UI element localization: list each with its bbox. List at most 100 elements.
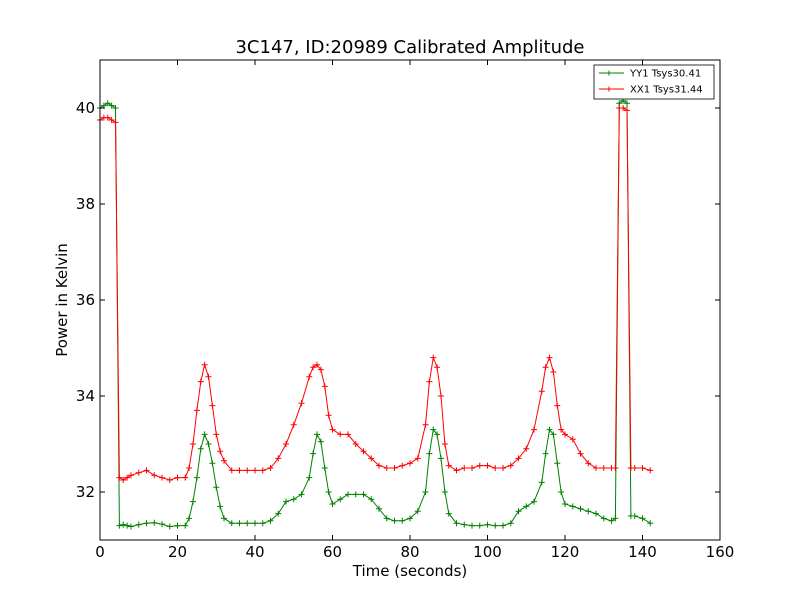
data-point: [283, 498, 289, 505]
data-point: [461, 465, 468, 471]
data-point: [422, 489, 429, 495]
legend-entry-xx1: XX1 Tsys31.44: [599, 85, 703, 96]
y-tick-label: 40: [76, 99, 95, 117]
data-point: [569, 503, 576, 510]
data-point: [445, 510, 452, 517]
data-point: [310, 450, 317, 457]
data-point: [337, 496, 344, 503]
chart-title: 3C147, ID:20989 Calibrated Amplitude: [235, 37, 584, 58]
data-point: [193, 474, 200, 481]
series-layer: [97, 97, 654, 530]
legend-entry-yy1: YY1 Tsys30.41: [599, 69, 701, 80]
data-point: [558, 426, 565, 433]
data-point: [426, 450, 433, 457]
data-point: [337, 431, 344, 438]
data-point: [383, 515, 390, 522]
data-point: [407, 460, 413, 467]
data-point: [128, 472, 134, 479]
data-point: [612, 465, 619, 471]
data-point: [546, 354, 553, 361]
data-point: [469, 522, 475, 529]
data-point: [112, 105, 119, 111]
y-tick-label: 32: [76, 483, 95, 501]
data-point: [124, 474, 131, 481]
data-point: [135, 521, 142, 528]
data-point: [298, 400, 305, 407]
data-point: [306, 373, 313, 380]
data-point: [221, 515, 227, 522]
data-point: [213, 484, 220, 491]
data-point: [593, 465, 599, 471]
data-point: [360, 491, 367, 498]
data-point: [213, 431, 220, 438]
data-point: [314, 431, 320, 438]
data-point: [546, 426, 553, 433]
data-point: [538, 388, 545, 395]
data-point: [531, 498, 537, 505]
x-tick-label: 100: [473, 543, 502, 561]
data-point: [120, 521, 127, 528]
data-point: [523, 503, 530, 510]
data-point: [376, 462, 382, 469]
data-point: [469, 465, 475, 471]
data-point: [391, 465, 398, 471]
data-point: [360, 448, 367, 455]
data-point: [376, 505, 382, 512]
data-point: [515, 455, 522, 462]
data-point: [310, 364, 317, 371]
x-tick-label: 160: [706, 543, 735, 561]
data-point: [631, 513, 638, 519]
data-point: [577, 450, 584, 457]
data-point: [228, 520, 235, 527]
data-point: [221, 457, 227, 464]
data-point: [585, 508, 592, 515]
data-point: [407, 515, 413, 522]
data-point: [612, 515, 619, 522]
plot-frame: [99, 59, 721, 541]
y-axis-label: Power in Kelvin: [53, 243, 71, 357]
x-axis-label: Time (seconds): [352, 562, 468, 580]
data-point: [217, 448, 224, 455]
data-point: [562, 501, 568, 507]
data-point: [329, 501, 336, 507]
data-point: [507, 462, 514, 469]
data-point: [259, 520, 266, 527]
data-point: [562, 431, 568, 438]
x-tick-label: 140: [628, 543, 657, 561]
data-point: [190, 441, 196, 447]
data-point: [116, 474, 123, 481]
data-point: [190, 498, 196, 505]
data-point: [554, 402, 561, 409]
data-point: [441, 441, 448, 447]
data-point: [577, 505, 584, 512]
data-point: [201, 361, 208, 368]
data-point: [205, 373, 212, 380]
data-point: [484, 521, 491, 528]
data-point: [569, 436, 576, 443]
data-point: [166, 477, 173, 483]
data-point: [205, 441, 212, 447]
x-tick-label: 20: [168, 543, 187, 561]
data-point: [430, 426, 437, 433]
data-point: [124, 522, 131, 529]
data-point: [585, 460, 592, 467]
data-point: [104, 114, 111, 121]
data-point: [267, 465, 274, 471]
data-point: [492, 465, 499, 471]
x-tick-label: 60: [323, 543, 342, 561]
data-point: [345, 491, 351, 498]
legend-box: [593, 64, 715, 100]
data-point: [352, 441, 359, 447]
data-point: [209, 460, 216, 467]
data-point: [438, 455, 444, 462]
data-point: [434, 431, 441, 438]
data-point: [414, 508, 421, 515]
data-point: [108, 117, 115, 123]
x-tick-label: 80: [400, 543, 419, 561]
data-point: [345, 431, 351, 438]
data-point: [430, 354, 437, 361]
legend-marker-xx1: [606, 86, 612, 92]
data-point: [193, 407, 200, 414]
x-tick-label: 120: [551, 543, 580, 561]
data-point: [197, 378, 204, 385]
